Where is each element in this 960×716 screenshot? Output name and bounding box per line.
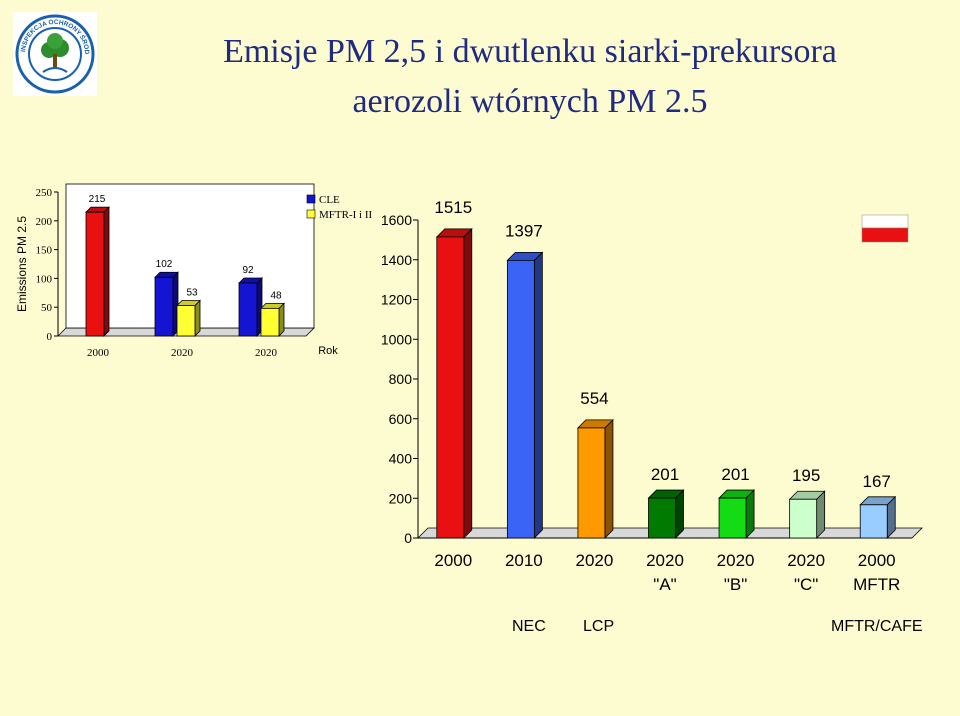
big-chart-bar [718, 489, 756, 539]
big-chart-data-label: 167 [863, 472, 891, 491]
big-chart-x-tick-label: 2000 [434, 551, 472, 570]
small-chart-bar [176, 299, 201, 337]
logo-emblem: INSPEKCJA OCHRONY ŚRODOWISKA [13, 12, 97, 96]
big-chart-y-tick-label: 400 [389, 451, 413, 467]
legend-label-mftr: MFTR-I i II [319, 209, 373, 221]
big-chart-x-tick-label: "C" [794, 575, 818, 594]
big-chart-x-tick-label: MFTR [853, 575, 900, 594]
big-chart-x-tick-label: "A" [653, 575, 676, 594]
big-chart-x-tick-label: 2000 [858, 551, 896, 570]
small-chart-data-label: 102 [156, 259, 173, 270]
small-chart-y-tick-label: 250 [36, 187, 53, 199]
big-chart-bar [647, 489, 685, 539]
small-chart-x-tick-label: 2020 [255, 347, 278, 359]
small-chart-y-tick-label: 0 [47, 331, 53, 343]
big-chart-bar [788, 490, 826, 539]
small-chart-y-tick-label: 100 [36, 273, 53, 285]
big-chart: 0 200 400 600 800 1000 1200 1400 1600 1515 2000 139… [381, 198, 923, 594]
big-chart-bar [576, 418, 614, 539]
big-chart-x-tick-label: 2020 [717, 551, 755, 570]
big-chart-data-label: 201 [721, 465, 749, 484]
small-chart-data-label: 48 [270, 290, 282, 301]
big-chart-data-label: 195 [792, 466, 820, 485]
small-chart-x-tick-label: 2000 [87, 347, 110, 359]
small-chart-bar [85, 206, 110, 337]
small-chart-x-axis-label: Rok [318, 345, 338, 357]
legend-swatch-cle [306, 194, 316, 204]
big-chart-y-tick-label: 1000 [381, 331, 412, 347]
big-chart-x-tick-label: 2020 [576, 551, 614, 570]
big-chart-y-tick-label: 200 [389, 490, 413, 506]
small-chart: 0 50 100 150 200 250 Emissions PM 2.5 215 2000 10… [15, 183, 373, 359]
big-chart-bar [859, 495, 897, 539]
legend-swatch-mftr [306, 209, 316, 219]
small-chart-y-tick-label: 150 [36, 245, 53, 257]
bottom-label-mftr: MFTR/CAFE [831, 618, 923, 635]
bottom-label-lcp: LCP [583, 618, 615, 635]
small-chart-bar [238, 277, 263, 337]
small-chart-data-label: 53 [186, 287, 198, 298]
big-chart-y-tick-label: 800 [389, 371, 413, 387]
big-chart-x-tick-label: 2020 [646, 551, 684, 570]
big-chart-y-tick-label: 1200 [381, 292, 412, 308]
page-title-line-2: aerozoli wtórnych PM 2.5 [352, 83, 708, 120]
bottom-label-nec: NEC [512, 618, 546, 635]
big-chart-x-tick-label: "B" [724, 575, 747, 594]
small-chart-y-tick-label: 50 [41, 302, 53, 314]
small-chart-data-label: 215 [89, 194, 106, 205]
legend-label-cle: CLE [319, 194, 340, 206]
small-chart-y-tick-label: 200 [36, 216, 53, 228]
small-chart-data-label: 92 [242, 265, 254, 276]
big-chart-y-tick-label: 0 [404, 530, 412, 546]
big-chart-y-tick-label: 600 [389, 411, 413, 427]
small-chart-bar [260, 302, 285, 337]
poland-flag-icon [861, 214, 909, 243]
big-chart-y-tick-label: 1400 [381, 252, 412, 268]
big-chart-y-tick-label: 1600 [381, 212, 412, 228]
page-title-line-1: Emisje PM 2,5 i dwutlenku siarki-prekurs… [223, 33, 837, 70]
big-chart-x-tick-label: 2010 [505, 551, 543, 570]
big-chart-data-label: 554 [580, 389, 608, 408]
small-chart-bar [154, 271, 179, 337]
big-chart-data-label: 1515 [434, 198, 472, 217]
big-chart-bar [435, 227, 473, 539]
small-chart-y-axis-label: Emissions PM 2.5 [15, 216, 29, 312]
big-chart-x-tick-label: 2020 [787, 551, 825, 570]
big-chart-data-label: 1397 [505, 221, 543, 240]
small-chart-x-tick-label: 2020 [171, 347, 194, 359]
big-chart-data-label: 201 [651, 465, 679, 484]
big-chart-bar [506, 251, 544, 539]
